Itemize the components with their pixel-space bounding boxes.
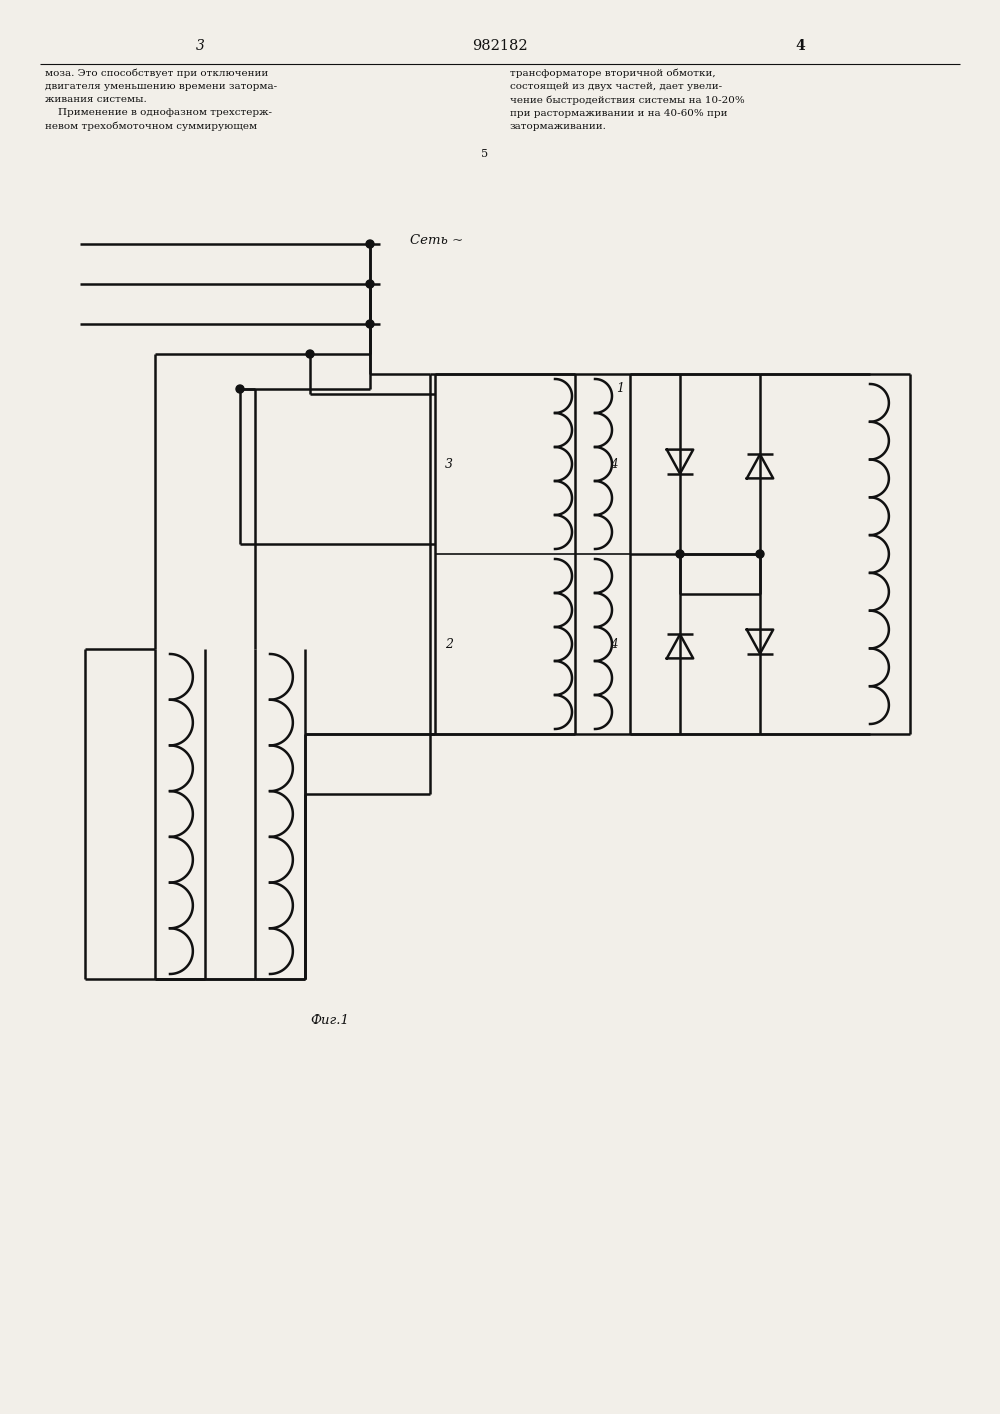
Text: 982182: 982182 [472,40,528,52]
Text: 5: 5 [481,148,489,158]
Text: 4: 4 [610,638,618,650]
Text: 2: 2 [445,638,453,650]
Circle shape [366,240,374,247]
Circle shape [236,385,244,393]
Text: 4: 4 [795,40,805,52]
Circle shape [366,320,374,328]
Text: 1: 1 [616,382,624,395]
Text: Сеть ~: Сеть ~ [410,235,463,247]
Text: Фиг.1: Фиг.1 [311,1014,349,1027]
Circle shape [676,550,684,559]
Text: 3: 3 [445,458,453,471]
Text: трансформаторе вторичной обмотки,
состоящей из двух частей, дает увели-
чение бы: трансформаторе вторичной обмотки, состоя… [510,69,745,130]
Text: 4: 4 [610,458,618,471]
Circle shape [366,280,374,288]
Text: 3: 3 [196,40,204,52]
Circle shape [756,550,764,559]
Circle shape [306,351,314,358]
Text: моза. Это способствует при отключении
двигателя уменьшению времени заторма-
жива: моза. Это способствует при отключении дв… [45,69,277,130]
